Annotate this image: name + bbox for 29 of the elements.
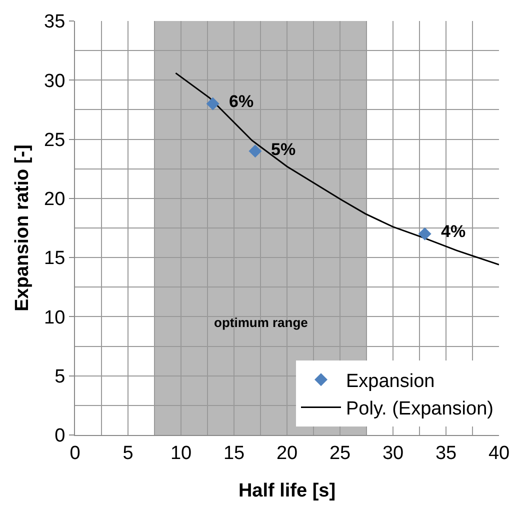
annotation: 5%: [271, 140, 296, 159]
point: [206, 97, 220, 110]
x-tick-label: 10: [170, 442, 192, 464]
annotation: 4%: [441, 222, 466, 241]
y-tick-label: 10: [44, 307, 66, 328]
y-tick-label: 5: [54, 366, 66, 388]
y-tick-label: 35: [44, 12, 66, 33]
x-tick-label: 40: [488, 442, 510, 464]
y-tick-label: 15: [44, 248, 66, 270]
x-tick-label: 30: [382, 442, 404, 464]
x-tick-label: 15: [223, 442, 245, 464]
annotation: 6%: [229, 92, 254, 111]
legend-label: Expansion: [346, 370, 435, 392]
legend-label: Poly. (Expansion): [346, 398, 494, 420]
x-axis-title: Half life [s]: [238, 480, 336, 502]
point: [248, 144, 262, 158]
x-tick-label: 20: [276, 442, 298, 464]
y-tick-label: 30: [44, 70, 66, 92]
y-tick-label: 0: [54, 426, 66, 447]
y-tick-label: 20: [44, 189, 66, 210]
x-tick-label: 0: [70, 442, 80, 464]
y-axis-title: Expansion ratio [-]: [12, 144, 33, 312]
x-tick-label: 35: [435, 442, 457, 464]
band-label: optimum range: [214, 315, 308, 330]
x-tick-label: 25: [329, 442, 351, 464]
x-tick-label: 5: [122, 442, 134, 464]
line-series: [174, 72, 499, 266]
y-tick-label: 25: [44, 130, 66, 151]
point: [418, 227, 432, 240]
